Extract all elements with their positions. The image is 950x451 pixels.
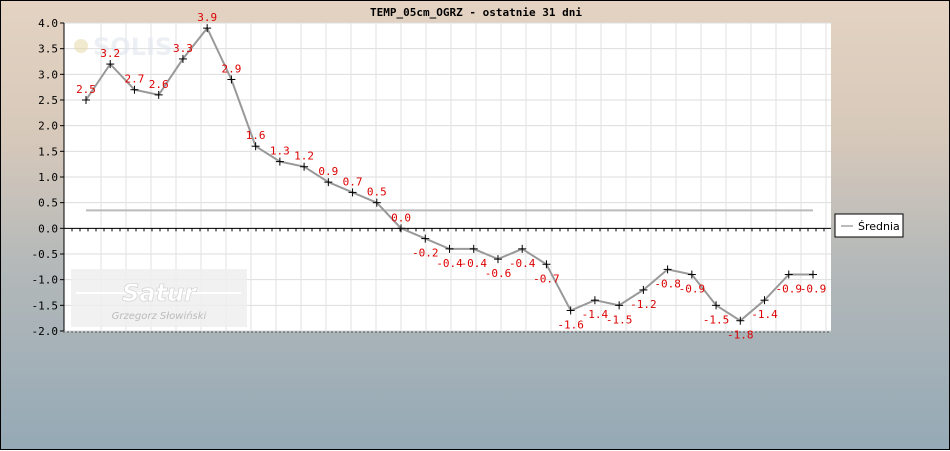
data-label: -1.4 xyxy=(582,308,609,321)
data-point xyxy=(493,255,502,264)
legend: Średnia xyxy=(834,213,904,238)
data-point xyxy=(809,270,817,279)
y-tick-label: -1.5 xyxy=(32,299,59,312)
data-label: -1.5 xyxy=(606,313,633,326)
y-tick-label: 0.5 xyxy=(38,197,58,210)
data-point xyxy=(784,270,793,279)
data-label: -0.7 xyxy=(533,272,560,285)
y-tick-label: -2.0 xyxy=(32,325,59,338)
data-point xyxy=(154,90,163,99)
data-label: 2.6 xyxy=(149,78,169,91)
y-tick-label: 1.0 xyxy=(38,171,58,184)
temperature-series: 2.5 3.2 2.7 2.6 3.3 3.9 2.9 1.6 1.3 1.2 0.9 0.7 0.5 0… xyxy=(76,11,826,342)
data-label: -0.9 xyxy=(776,283,803,296)
data-point xyxy=(687,270,696,279)
data-label: 2.7 xyxy=(125,73,145,86)
data-point xyxy=(639,285,648,294)
chart-title: TEMP_05cm_OGRZ - ostatnie 31 dni xyxy=(370,6,582,19)
data-point xyxy=(469,244,478,253)
data-point xyxy=(203,24,212,33)
data-label: 1.3 xyxy=(270,145,290,158)
data-point xyxy=(736,316,745,325)
data-label: 3.9 xyxy=(197,11,217,24)
data-label: 1.2 xyxy=(294,150,314,163)
data-point xyxy=(82,96,90,104)
data-label: 0.9 xyxy=(318,165,338,178)
data-label: 0.7 xyxy=(343,175,363,188)
y-tick-label: 3.5 xyxy=(38,43,58,56)
y-tick-label: -0.5 xyxy=(32,248,59,261)
data-point xyxy=(178,54,187,63)
watermarks: SOLIS Satur Grzegorz Słowiński xyxy=(71,33,247,327)
legend-label-srednia: Średnia xyxy=(858,220,900,233)
data-point xyxy=(590,296,599,305)
data-label: 2.9 xyxy=(221,62,241,75)
y-tick-label: 0.0 xyxy=(38,222,58,235)
data-point xyxy=(566,306,575,315)
satur-logo: Satur Grzegorz Słowiński xyxy=(71,269,247,327)
data-point xyxy=(397,224,406,233)
data-label: -0.8 xyxy=(654,277,681,290)
author-credit-text: Grzegorz Słowiński xyxy=(112,310,207,322)
data-point xyxy=(542,260,551,269)
data-point xyxy=(445,244,454,253)
data-point xyxy=(348,188,357,197)
y-tick-label: 1.5 xyxy=(38,145,58,158)
data-point xyxy=(106,60,115,69)
data-point xyxy=(518,244,527,253)
data-label: -1.8 xyxy=(727,329,754,342)
data-point xyxy=(227,75,236,84)
data-label: -0.2 xyxy=(412,247,439,260)
y-tick-label: 2.5 xyxy=(38,94,58,107)
data-label: -1.4 xyxy=(751,308,778,321)
data-label: 0.5 xyxy=(367,186,387,199)
data-point xyxy=(421,234,430,243)
data-label: 3.2 xyxy=(100,47,120,60)
data-point xyxy=(615,301,624,310)
data-label: -1.2 xyxy=(630,298,657,311)
data-point xyxy=(275,157,284,166)
data-label: -0.9 xyxy=(679,283,706,296)
y-tick-label: 3.0 xyxy=(38,68,58,81)
solis-logo-text: SOLIS xyxy=(93,33,172,61)
data-label: -0.4 xyxy=(509,257,536,270)
data-label: -1.6 xyxy=(557,318,584,331)
data-point xyxy=(251,142,260,151)
solis-logo: SOLIS xyxy=(74,33,172,61)
data-point xyxy=(712,301,721,310)
data-point xyxy=(663,265,672,274)
data-label: -0.4 xyxy=(436,257,463,270)
y-tick-label: 4.0 xyxy=(38,17,58,30)
data-point xyxy=(324,178,333,187)
data-label: -0.6 xyxy=(485,267,512,280)
data-label: 0.0 xyxy=(391,211,411,224)
y-tick-label: -1.0 xyxy=(32,274,59,287)
data-point xyxy=(760,296,769,305)
data-label: -1.5 xyxy=(703,313,730,326)
data-point xyxy=(130,85,139,94)
data-point xyxy=(372,198,381,207)
legend-box xyxy=(834,213,904,238)
y-tick-label: 2.0 xyxy=(38,120,58,133)
data-point xyxy=(300,162,309,171)
data-label: 1.6 xyxy=(246,129,266,142)
satur-logo-text: Satur xyxy=(122,279,198,307)
data-label: -0.9 xyxy=(800,283,827,296)
data-label: -0.4 xyxy=(460,257,487,270)
data-label: 2.5 xyxy=(76,83,96,96)
data-label: 3.3 xyxy=(173,42,193,55)
axes: 4.03.53.02.52.01.51.00.50.0-0.5-1.0-1.5-… xyxy=(32,17,831,338)
